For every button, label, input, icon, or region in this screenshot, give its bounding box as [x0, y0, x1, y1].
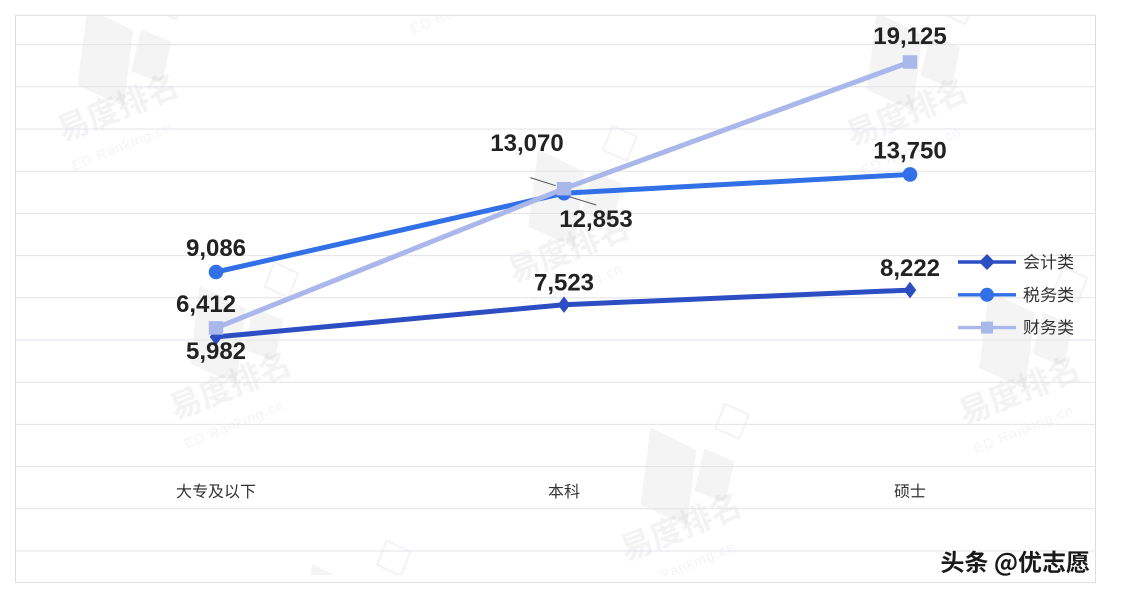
svg-text:头条 @优志愿: 头条 @优志愿: [940, 543, 1090, 578]
svg-text:13,070: 13,070: [490, 130, 563, 157]
svg-text:本科: 本科: [548, 478, 580, 502]
svg-text:5,982: 5,982: [186, 338, 246, 365]
svg-text:会计类: 会计类: [1023, 248, 1074, 273]
svg-text:13,750: 13,750: [873, 137, 946, 164]
svg-text:税务类: 税务类: [1023, 281, 1074, 306]
svg-text:12,853: 12,853: [559, 206, 632, 233]
svg-text:硕士: 硕士: [894, 478, 926, 502]
svg-text:7,523: 7,523: [534, 270, 594, 297]
svg-text:财务类: 财务类: [1023, 314, 1074, 339]
svg-text:大专及以下: 大专及以下: [176, 478, 256, 502]
svg-text:8,222: 8,222: [880, 255, 940, 282]
svg-text:9,086: 9,086: [186, 235, 246, 262]
svg-text:6,412: 6,412: [176, 291, 236, 318]
svg-text:19,125: 19,125: [873, 23, 946, 50]
